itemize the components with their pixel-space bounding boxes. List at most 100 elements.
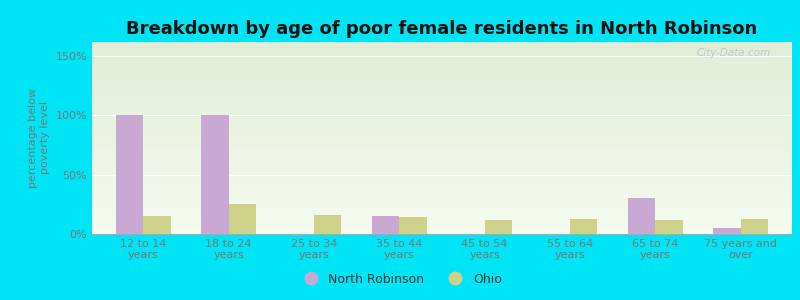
Bar xyxy=(92,111,792,113)
Bar xyxy=(92,71,792,73)
Bar xyxy=(92,117,792,119)
Bar xyxy=(92,217,792,219)
Bar xyxy=(92,61,792,63)
Bar xyxy=(92,63,792,65)
Bar xyxy=(92,146,792,148)
Bar xyxy=(570,219,598,234)
Bar xyxy=(92,101,792,103)
Bar xyxy=(714,228,741,234)
Bar xyxy=(92,182,792,184)
Bar xyxy=(92,119,792,121)
Bar xyxy=(92,155,792,157)
Bar xyxy=(92,142,792,144)
Bar xyxy=(92,232,792,234)
Bar xyxy=(399,218,426,234)
Bar xyxy=(92,211,792,213)
Bar xyxy=(92,56,792,57)
Bar xyxy=(92,180,792,182)
Bar xyxy=(92,136,792,138)
Bar xyxy=(92,175,792,176)
Bar xyxy=(92,84,792,86)
Bar xyxy=(92,197,792,200)
Bar xyxy=(92,171,792,172)
Bar xyxy=(92,152,792,153)
Bar xyxy=(655,220,682,234)
Bar xyxy=(92,226,792,228)
Bar xyxy=(92,107,792,109)
Bar xyxy=(92,46,792,48)
Bar xyxy=(92,169,792,171)
Bar xyxy=(92,153,792,155)
Bar xyxy=(92,186,792,188)
Bar xyxy=(202,116,229,234)
Bar xyxy=(92,130,792,132)
Bar xyxy=(92,159,792,161)
Bar xyxy=(92,79,792,80)
Bar xyxy=(92,128,792,130)
Bar xyxy=(229,204,256,234)
Bar xyxy=(92,115,792,117)
Bar xyxy=(92,73,792,75)
Text: City-Data.com: City-Data.com xyxy=(697,48,771,58)
Bar xyxy=(92,205,792,207)
Bar xyxy=(314,215,342,234)
Bar xyxy=(485,220,512,234)
Bar xyxy=(92,230,792,232)
Bar xyxy=(92,215,792,217)
Bar xyxy=(92,92,792,94)
Bar xyxy=(92,80,792,82)
Bar xyxy=(92,178,792,180)
Bar xyxy=(92,103,792,105)
Bar xyxy=(92,196,792,197)
Bar xyxy=(143,216,170,234)
Bar xyxy=(92,176,792,178)
Bar xyxy=(92,224,792,226)
Bar xyxy=(92,213,792,215)
Bar xyxy=(92,220,792,223)
Bar xyxy=(92,219,792,220)
Bar xyxy=(92,138,792,140)
Bar xyxy=(92,167,792,169)
Bar xyxy=(92,88,792,90)
Bar xyxy=(92,53,792,56)
Bar xyxy=(92,109,792,111)
Bar xyxy=(92,165,792,167)
Bar xyxy=(92,86,792,88)
Bar xyxy=(92,59,792,61)
Bar xyxy=(372,216,399,234)
Bar xyxy=(92,157,792,159)
Bar xyxy=(628,198,655,234)
Bar xyxy=(92,82,792,84)
Bar xyxy=(92,123,792,124)
Bar xyxy=(92,67,792,69)
Bar xyxy=(92,98,792,100)
Bar xyxy=(92,57,792,59)
Bar xyxy=(92,144,792,146)
Bar xyxy=(116,116,143,234)
Bar xyxy=(92,48,792,50)
Bar xyxy=(92,113,792,115)
Bar xyxy=(92,172,792,175)
Bar xyxy=(92,228,792,230)
Bar xyxy=(92,44,792,46)
Bar xyxy=(92,194,792,196)
Bar xyxy=(92,127,792,128)
Bar xyxy=(92,192,792,194)
Bar xyxy=(92,90,792,92)
Bar xyxy=(92,200,792,201)
Bar xyxy=(92,132,792,134)
Bar xyxy=(92,184,792,186)
Bar xyxy=(92,140,792,142)
Bar xyxy=(92,201,792,203)
Bar xyxy=(92,163,792,165)
Bar xyxy=(741,219,768,234)
Bar xyxy=(92,223,792,224)
Bar xyxy=(92,190,792,192)
Bar xyxy=(92,134,792,136)
Bar xyxy=(92,207,792,209)
Title: Breakdown by age of poor female residents in North Robinson: Breakdown by age of poor female resident… xyxy=(126,20,758,38)
Bar xyxy=(92,65,792,67)
Bar xyxy=(92,161,792,163)
Bar xyxy=(92,149,792,152)
Bar xyxy=(92,124,792,127)
